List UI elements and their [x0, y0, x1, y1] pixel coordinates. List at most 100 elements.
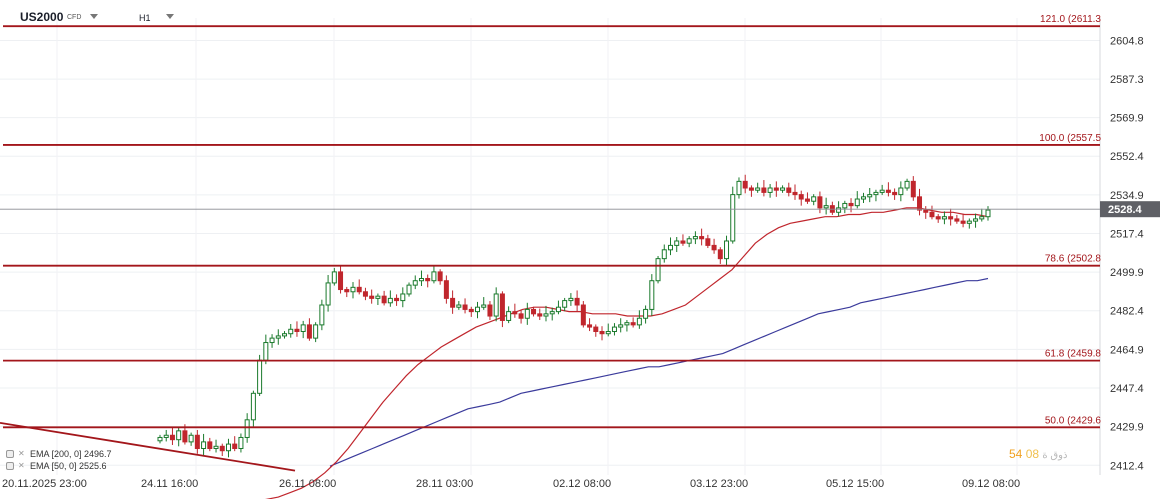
candle [798, 190, 804, 206]
candle [667, 237, 673, 256]
candle [804, 192, 810, 204]
candle [381, 290, 387, 306]
candle-body [543, 313, 549, 317]
candle-body [313, 324, 319, 339]
fibonacci-levels[interactable]: 121.0 (2611.3 100.0 (2557.5 78.6 (2502.8 61… [3, 14, 1102, 429]
price-tick-label: 2587.3 [1110, 74, 1144, 86]
candle [169, 427, 175, 445]
candle [394, 294, 400, 306]
trendline-path[interactable] [0, 422, 296, 472]
candle [282, 331, 288, 339]
timeframe-dropdown-icon[interactable] [166, 14, 174, 19]
candle [356, 279, 362, 295]
candle-body [300, 324, 306, 332]
candle-body [176, 430, 182, 441]
candle [481, 297, 487, 310]
candle [904, 178, 910, 191]
candle [207, 437, 213, 452]
candle [369, 289, 375, 304]
candle-body [979, 216, 985, 220]
candle-body [786, 187, 792, 193]
candle-body [319, 304, 325, 326]
candle [605, 323, 611, 337]
candle [325, 274, 331, 312]
candle-body [325, 282, 331, 306]
candle-body [587, 324, 593, 328]
candle [344, 286, 350, 298]
timeframe-label[interactable]: H1 [139, 13, 151, 23]
candle [941, 211, 947, 225]
candle-body [611, 326, 617, 332]
time-axis[interactable]: 20.11.2025 23:00 24.11 16:00 26.11 08:00 28… [2, 478, 1020, 490]
candle [786, 182, 792, 197]
candle [375, 293, 381, 306]
price-tick-label: 2569.9 [1110, 113, 1144, 125]
candle [985, 206, 991, 221]
candle [331, 267, 337, 286]
candle-body [369, 295, 375, 299]
candle-body [462, 304, 468, 310]
candle-body [742, 180, 748, 189]
candle [425, 274, 431, 288]
candle [692, 231, 698, 245]
candle [431, 265, 437, 284]
candle-body [630, 322, 636, 326]
candle [854, 191, 860, 209]
price-axis[interactable]: 2604.8 2587.3 2569.9 2552.4 2534.9 2517.4 2499… [1110, 36, 1144, 473]
candle [412, 275, 418, 290]
candle [599, 326, 605, 341]
current-price-box [1100, 201, 1160, 218]
price-tick-label: 2604.8 [1110, 36, 1144, 48]
candle-body [892, 191, 898, 196]
candle-body [823, 205, 829, 209]
candle-body [481, 304, 487, 308]
fib-level-label: 78.6 (2502.8 [1045, 254, 1102, 265]
candle-body [282, 333, 288, 337]
candle [319, 299, 325, 331]
close-icon[interactable]: ✕ [18, 449, 25, 458]
candle [475, 301, 481, 319]
candle-body [524, 308, 530, 319]
candle-body [649, 280, 655, 310]
candle [157, 434, 163, 444]
candle [655, 255, 661, 284]
candle-body [225, 443, 231, 452]
candle [680, 234, 686, 246]
candle [724, 235, 730, 266]
candle-body [506, 311, 512, 321]
candle-body [188, 434, 194, 443]
legend-item-ema200[interactable]: ✕ EMA [200, 0] 2496.7 [6, 448, 112, 460]
close-icon[interactable]: ✕ [18, 461, 25, 470]
fib-level-label: 121.0 (2611.3 [1040, 14, 1101, 25]
candle-body [238, 436, 244, 450]
symbol-dropdown-icon[interactable] [90, 14, 98, 19]
candle [761, 180, 767, 197]
trendline[interactable] [0, 422, 296, 472]
candle [636, 310, 642, 329]
current-price-tag: 2528.4 [0, 201, 1160, 218]
candle-body [599, 330, 605, 335]
settings-icon[interactable] [6, 462, 14, 470]
candle-body [232, 443, 238, 450]
candle-body [674, 240, 680, 246]
legend-item-ema50[interactable]: ✕ EMA [50, 0] 2525.6 [6, 460, 112, 472]
candle [362, 287, 368, 301]
candle-body [443, 280, 449, 299]
watermark-number: 54 [1009, 447, 1023, 461]
settings-icon[interactable] [6, 450, 14, 458]
candle [499, 291, 505, 328]
candle-body [686, 238, 692, 244]
candle-body [724, 240, 730, 260]
price-tick-label: 2447.4 [1110, 383, 1144, 395]
candle-body [643, 308, 649, 319]
candle-body [935, 216, 941, 220]
candle [568, 293, 574, 306]
candle-body [736, 180, 742, 196]
candle [225, 438, 231, 458]
candle [730, 186, 736, 244]
symbol-label[interactable]: US2000 [20, 10, 64, 24]
candle-body [574, 297, 580, 306]
candle-body [848, 202, 854, 207]
candle-body [468, 308, 474, 313]
